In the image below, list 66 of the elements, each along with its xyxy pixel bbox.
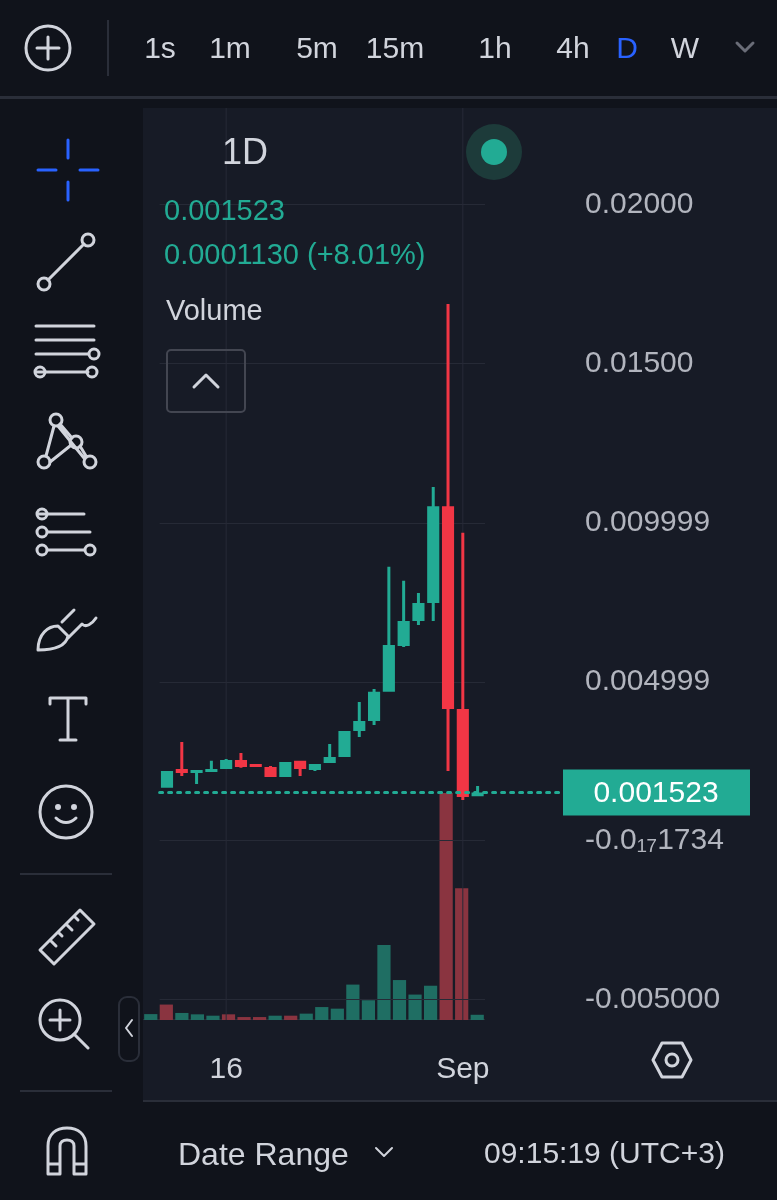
- ref-line-label: 0.001523: [593, 774, 719, 808]
- y-tick-label: 0.01500: [585, 345, 694, 379]
- bar: [315, 1007, 329, 1020]
- candlestick: [160, 771, 174, 788]
- text: D: [616, 31, 638, 64]
- bar: [392, 980, 407, 1020]
- text: W: [670, 31, 700, 64]
- text: 09:15:19 (UTC+3): [484, 1136, 725, 1169]
- bar: [175, 1012, 189, 1020]
- candlestick: [323, 743, 336, 764]
- candlestick: [338, 730, 351, 758]
- bar: [361, 1000, 376, 1020]
- annotation: 0.001523: [164, 194, 285, 226]
- text: 1D: [222, 131, 269, 172]
- x-tick-label: 16: [209, 1051, 243, 1085]
- x-tick-label: Sep: [436, 1051, 490, 1085]
- candlestick: [412, 592, 425, 626]
- bar: [330, 1008, 344, 1020]
- text: 4h: [556, 31, 590, 64]
- bar: [470, 1014, 484, 1020]
- candlestick: [308, 764, 321, 772]
- bar: [268, 1015, 282, 1020]
- y-tick-label: -0.005000: [585, 981, 721, 1015]
- bar: [206, 1015, 220, 1020]
- candlestick: [368, 688, 381, 725]
- candlestick: [220, 758, 233, 770]
- bar: [144, 1014, 158, 1020]
- candlestick: [441, 303, 455, 772]
- text: 5m: [296, 31, 338, 64]
- bar: [346, 984, 360, 1020]
- text: 1s: [144, 31, 176, 64]
- y-tick-label: 0.004999: [585, 663, 711, 697]
- candlestick: [264, 765, 277, 778]
- bar: [190, 1014, 205, 1020]
- text: 1h: [478, 31, 512, 64]
- bar: [221, 1014, 236, 1020]
- bar: [408, 994, 422, 1020]
- y-tick-label: -0.0₁₇1734: [585, 822, 724, 856]
- bar: [159, 1004, 173, 1020]
- annotation: Volume: [166, 294, 263, 326]
- text: 15m: [365, 31, 425, 64]
- candlestick: [427, 487, 440, 621]
- bar: [439, 793, 453, 1020]
- text: 1m: [209, 31, 251, 64]
- bar: [237, 1017, 251, 1020]
- bar: [455, 888, 469, 1020]
- candlestick: [234, 752, 248, 768]
- y-tick-label: 0.009999: [585, 504, 711, 538]
- bar: [252, 1017, 267, 1020]
- candlestick: [205, 760, 218, 772]
- candlestick: [279, 762, 292, 778]
- text: Date Range: [178, 1136, 349, 1172]
- candlestick: [456, 532, 469, 800]
- candlestick: [382, 566, 395, 692]
- bar: [423, 985, 438, 1020]
- bar: [284, 1015, 298, 1020]
- y-tick-label: 0.02000: [585, 186, 694, 220]
- candlestick: [249, 764, 262, 767]
- candlestick: [397, 580, 410, 647]
- bar: [377, 945, 391, 1020]
- annotation: 0.0001130 (+8.01%): [164, 238, 426, 270]
- candlestick: [175, 742, 188, 777]
- candlestick: [190, 770, 203, 785]
- candlestick: [353, 702, 366, 737]
- candlestick: [294, 760, 307, 777]
- bar: [299, 1013, 313, 1020]
